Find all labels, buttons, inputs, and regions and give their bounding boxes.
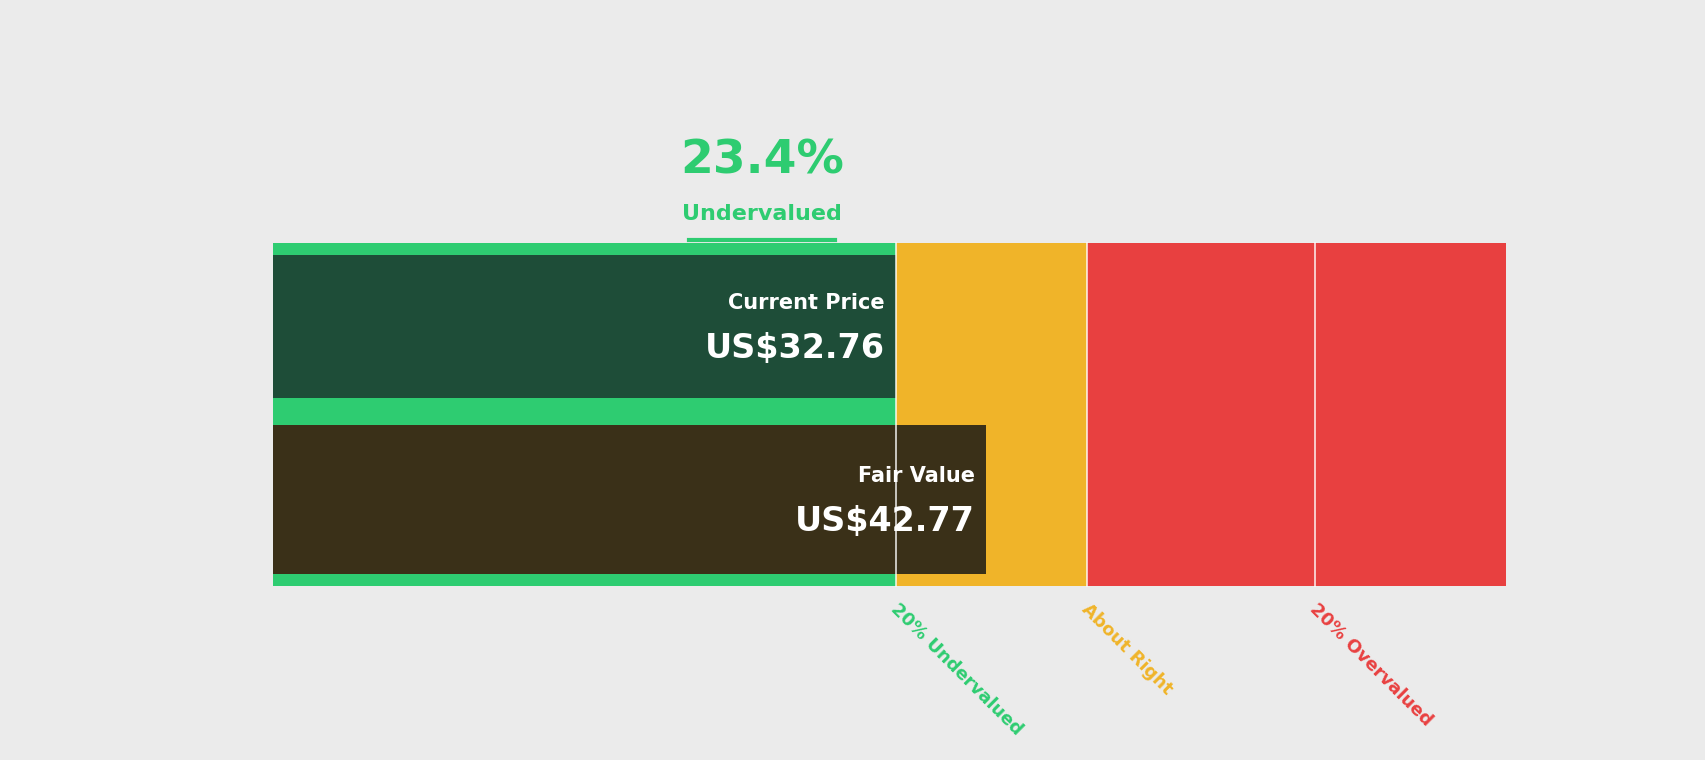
Text: US$32.76: US$32.76 xyxy=(704,332,885,366)
Text: About Right: About Right xyxy=(1078,600,1175,698)
Bar xyxy=(273,243,895,586)
Text: US$42.77: US$42.77 xyxy=(795,505,975,538)
Bar xyxy=(273,255,895,398)
Text: 23.4%: 23.4% xyxy=(680,139,844,184)
Text: Undervalued: Undervalued xyxy=(682,204,841,224)
Text: Fair Value: Fair Value xyxy=(858,466,975,486)
Text: Current Price: Current Price xyxy=(728,293,885,313)
Bar xyxy=(1086,243,1506,586)
Bar xyxy=(895,243,1086,586)
Text: 20% Undervalued: 20% Undervalued xyxy=(887,600,1025,739)
Text: 20% Overvalued: 20% Overvalued xyxy=(1306,600,1436,730)
Bar xyxy=(273,425,985,574)
